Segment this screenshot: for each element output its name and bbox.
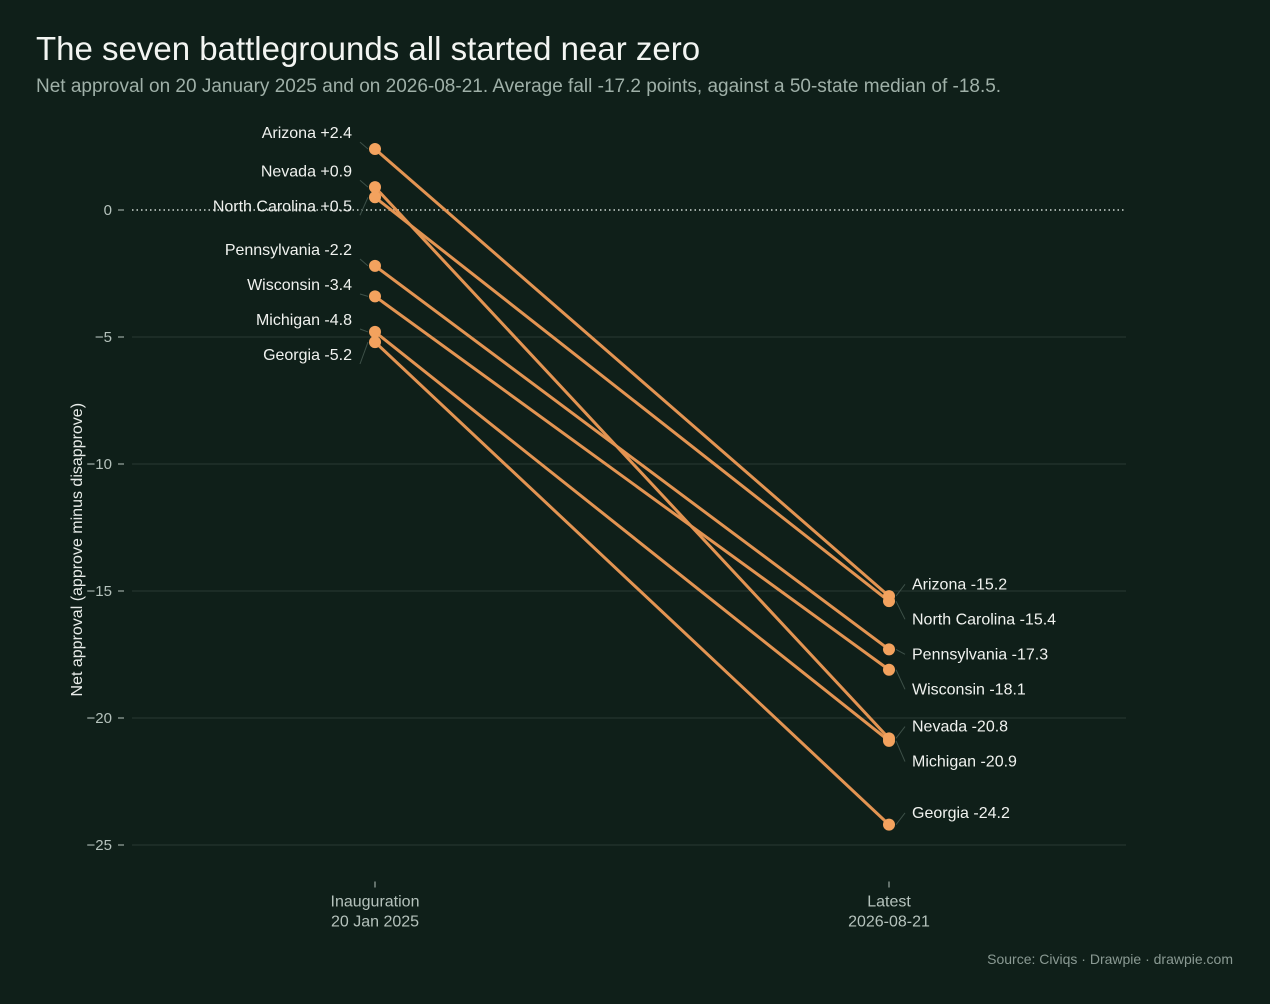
y-tick-label: −25 bbox=[87, 837, 112, 854]
end-point bbox=[883, 643, 895, 656]
y-axis-title: Net approval (approve minus disapprove) bbox=[69, 403, 86, 696]
series-dots bbox=[369, 143, 895, 831]
y-tick-label: −10 bbox=[87, 456, 112, 473]
start-point bbox=[369, 191, 381, 204]
start-label: Nevada +0.9 bbox=[261, 163, 352, 180]
series-line bbox=[373, 294, 891, 672]
label-leader bbox=[895, 740, 906, 762]
label-leader bbox=[359, 258, 369, 267]
start-label: North Carolina +0.5 bbox=[213, 198, 352, 215]
x-axis: Inauguration 20 Jan 2025 Latest 2026-08-21 bbox=[331, 881, 930, 930]
label-leader bbox=[359, 197, 369, 216]
end-point bbox=[883, 818, 895, 831]
start-label: Georgia -5.2 bbox=[263, 347, 352, 364]
y-tick-label: −15 bbox=[87, 583, 112, 600]
start-label: Arizona +2.4 bbox=[262, 125, 352, 142]
x-tick-label: Latest bbox=[867, 893, 911, 910]
series-lines bbox=[373, 147, 891, 827]
label-leader bbox=[359, 328, 369, 333]
label-leader bbox=[359, 341, 369, 365]
label-leader bbox=[359, 179, 369, 188]
end-label: Nevada -20.8 bbox=[912, 719, 1008, 736]
label-leader bbox=[895, 669, 906, 690]
start-point bbox=[369, 325, 381, 338]
start-point bbox=[369, 259, 381, 272]
label-leader bbox=[895, 812, 906, 825]
series-line bbox=[373, 147, 891, 598]
series-line bbox=[373, 195, 891, 603]
y-tick-label: −20 bbox=[87, 710, 112, 727]
label-leader bbox=[895, 726, 906, 739]
end-label: Michigan -20.9 bbox=[912, 754, 1017, 771]
label-leader bbox=[359, 141, 369, 150]
source-note: Source: Civiqs · Drawpie · drawpie.com bbox=[987, 951, 1233, 967]
label-leader bbox=[895, 648, 906, 655]
label-leader bbox=[895, 600, 906, 620]
start-point bbox=[369, 336, 381, 349]
x-tick-sublabel: 2026-08-21 bbox=[848, 913, 930, 930]
end-point bbox=[883, 663, 895, 676]
start-point bbox=[369, 143, 381, 156]
series-line bbox=[373, 330, 891, 743]
end-label: North Carolina -15.4 bbox=[912, 611, 1056, 628]
x-tick-label: Inauguration bbox=[331, 893, 420, 910]
state-labels: Arizona +2.4 Nevada +0.9 North Carolina +0… bbox=[213, 125, 1056, 825]
label-leader bbox=[359, 293, 369, 297]
start-point bbox=[369, 290, 381, 303]
end-point bbox=[883, 595, 895, 608]
x-tick-sublabel: 20 Jan 2025 bbox=[331, 913, 419, 930]
end-label: Pennsylvania -17.3 bbox=[912, 646, 1048, 663]
series-line bbox=[373, 264, 891, 651]
series-line bbox=[373, 185, 891, 740]
end-label: Georgia -24.2 bbox=[912, 805, 1010, 822]
label-leader bbox=[895, 584, 906, 597]
y-tick-label: −5 bbox=[95, 329, 112, 346]
chart-subtitle: Net approval on 20 January 2025 and on 2… bbox=[36, 76, 1002, 97]
start-label: Pennsylvania -2.2 bbox=[225, 242, 352, 259]
chart-title: The seven battlegrounds all started near… bbox=[36, 30, 701, 67]
end-point bbox=[883, 734, 895, 747]
end-label: Wisconsin -18.1 bbox=[912, 681, 1026, 698]
y-axis: 0 −5 −10 −15 −20 −25 Net approval (approve min… bbox=[69, 202, 124, 854]
start-label: Wisconsin -3.4 bbox=[247, 277, 352, 294]
end-label: Arizona -15.2 bbox=[912, 576, 1007, 593]
y-tick-label: 0 bbox=[104, 202, 112, 219]
gridlines bbox=[132, 209, 1126, 846]
series-line bbox=[373, 340, 891, 827]
start-label: Michigan -4.8 bbox=[256, 312, 352, 329]
start-point bbox=[369, 181, 381, 194]
